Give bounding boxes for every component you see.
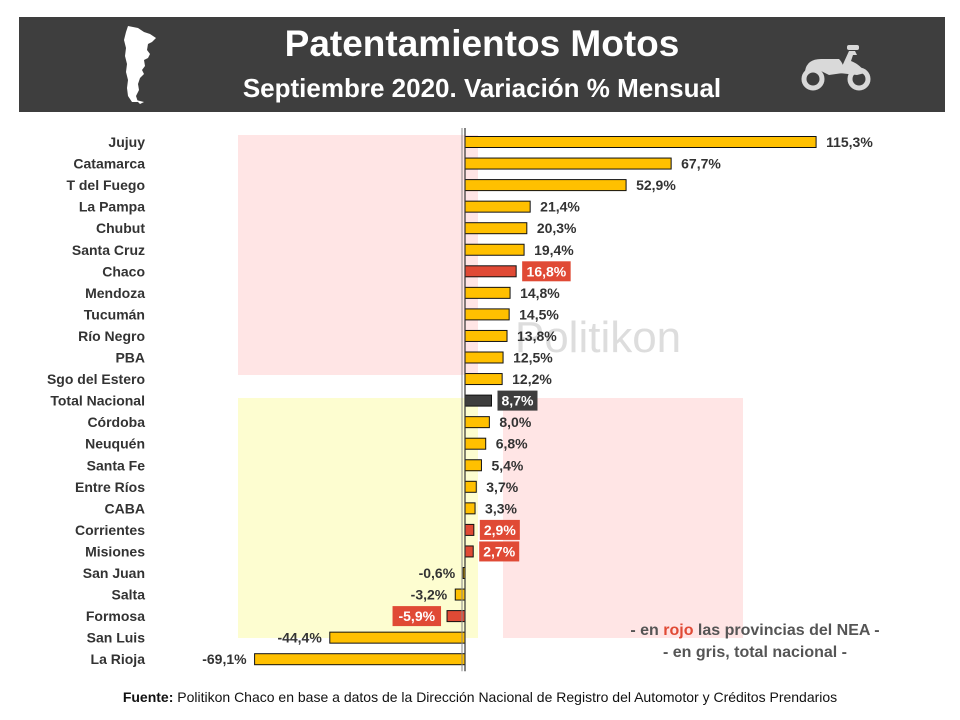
data-label: -5,9% bbox=[398, 608, 435, 624]
bar bbox=[464, 480, 477, 493]
category-label: Jujuy bbox=[108, 134, 145, 150]
data-label: 12,5% bbox=[513, 350, 553, 366]
data-label: 8,0% bbox=[499, 414, 531, 430]
category-label: CABA bbox=[105, 500, 145, 516]
data-label: 16,8% bbox=[527, 263, 567, 279]
data-label-box bbox=[479, 541, 520, 562]
category-label: Total Nacional bbox=[50, 393, 145, 409]
data-label: 2,7% bbox=[483, 543, 515, 559]
data-label: 12,2% bbox=[512, 371, 552, 387]
data-label: -69,1% bbox=[202, 651, 247, 667]
data-label: -0,6% bbox=[419, 565, 456, 581]
watermark-text: Politikon bbox=[515, 313, 681, 362]
category-label: Catamarca bbox=[73, 156, 145, 172]
bar bbox=[464, 222, 528, 235]
category-label: La Rioja bbox=[91, 651, 146, 667]
category-label: Misiones bbox=[85, 543, 145, 559]
source-note: Fuente: Politikon Chaco en base a datos … bbox=[0, 689, 960, 705]
category-label: Corrientes bbox=[75, 522, 145, 538]
data-label-box bbox=[392, 606, 442, 627]
bar bbox=[464, 437, 487, 450]
source-text: Politikon Chaco en base a datos de la Di… bbox=[173, 689, 838, 705]
category-label: PBA bbox=[115, 350, 145, 366]
category-label: Chubut bbox=[96, 220, 145, 236]
scooter-icon bbox=[801, 45, 871, 91]
category-label: La Pampa bbox=[79, 199, 145, 215]
data-label: 6,8% bbox=[496, 436, 528, 452]
data-label: 8,7% bbox=[502, 393, 534, 409]
category-label: San Luis bbox=[87, 630, 146, 646]
bar bbox=[464, 416, 490, 429]
bar bbox=[464, 286, 511, 299]
legend-note-nea: - en rojo las provincias del NEA - bbox=[630, 622, 880, 639]
chart-subtitle: Septiembre 2020. Variación % Mensual bbox=[242, 73, 722, 103]
source-label: Fuente: bbox=[122, 689, 174, 705]
bar bbox=[254, 653, 466, 666]
category-label: T del Fuego bbox=[66, 177, 145, 193]
bar bbox=[464, 329, 508, 342]
data-label: 3,3% bbox=[485, 500, 517, 516]
bar bbox=[464, 502, 476, 515]
category-label: Santa Fe bbox=[87, 457, 146, 473]
category-label: Río Negro bbox=[78, 328, 145, 344]
data-label: 19,4% bbox=[534, 242, 574, 258]
category-label: Neuquén bbox=[85, 436, 145, 452]
data-label: 13,8% bbox=[517, 328, 557, 344]
legend-red-word: rojo bbox=[663, 622, 694, 639]
category-label: Salta bbox=[112, 587, 146, 603]
category-label: Santa Cruz bbox=[72, 242, 145, 258]
bar bbox=[464, 136, 817, 148]
data-label: 52,9% bbox=[636, 177, 676, 193]
data-label-box bbox=[522, 261, 571, 282]
bar bbox=[464, 243, 525, 256]
category-label: Entre Ríos bbox=[75, 479, 145, 495]
category-label: Sgo del Estero bbox=[47, 371, 145, 387]
bar bbox=[464, 351, 504, 364]
bar bbox=[464, 545, 474, 558]
data-label-box bbox=[479, 519, 520, 540]
category-label: Córdoba bbox=[87, 414, 145, 430]
legend-note-total: - en gris, total nacional - bbox=[662, 644, 848, 661]
data-label: -3,2% bbox=[411, 587, 448, 603]
category-label: Formosa bbox=[86, 608, 145, 624]
category-label: San Juan bbox=[83, 565, 145, 581]
bar bbox=[464, 179, 627, 192]
data-label: 5,4% bbox=[491, 457, 523, 473]
bar bbox=[464, 157, 672, 170]
bar bbox=[464, 265, 517, 278]
bar bbox=[454, 588, 466, 601]
data-label: 67,7% bbox=[681, 156, 721, 172]
category-label: Mendoza bbox=[85, 285, 145, 301]
data-label: 115,3% bbox=[826, 134, 873, 150]
bar bbox=[464, 373, 503, 386]
bar bbox=[464, 394, 492, 407]
bar bbox=[464, 523, 475, 536]
data-label: 14,8% bbox=[520, 285, 560, 301]
header-banner: Patentamientos Motos Septiembre 2020. Va… bbox=[19, 17, 945, 112]
data-label: 2,9% bbox=[484, 522, 516, 538]
data-label: -44,4% bbox=[277, 630, 322, 646]
chart-title: Patentamientos Motos bbox=[284, 23, 680, 64]
bar bbox=[464, 200, 531, 213]
data-label: 14,5% bbox=[519, 306, 559, 322]
data-label: 20,3% bbox=[537, 220, 577, 236]
bar bbox=[464, 459, 482, 472]
bar bbox=[329, 631, 466, 644]
data-label: 21,4% bbox=[540, 199, 580, 215]
category-label: Tucumán bbox=[84, 306, 145, 322]
data-label-box bbox=[497, 390, 538, 411]
argentina-map-icon bbox=[124, 26, 156, 104]
bar bbox=[464, 308, 510, 321]
data-label: 3,7% bbox=[486, 479, 518, 495]
legend-notes: - en rojo las provincias del NEA - - en … bbox=[560, 620, 950, 664]
category-label: Chaco bbox=[102, 263, 145, 279]
